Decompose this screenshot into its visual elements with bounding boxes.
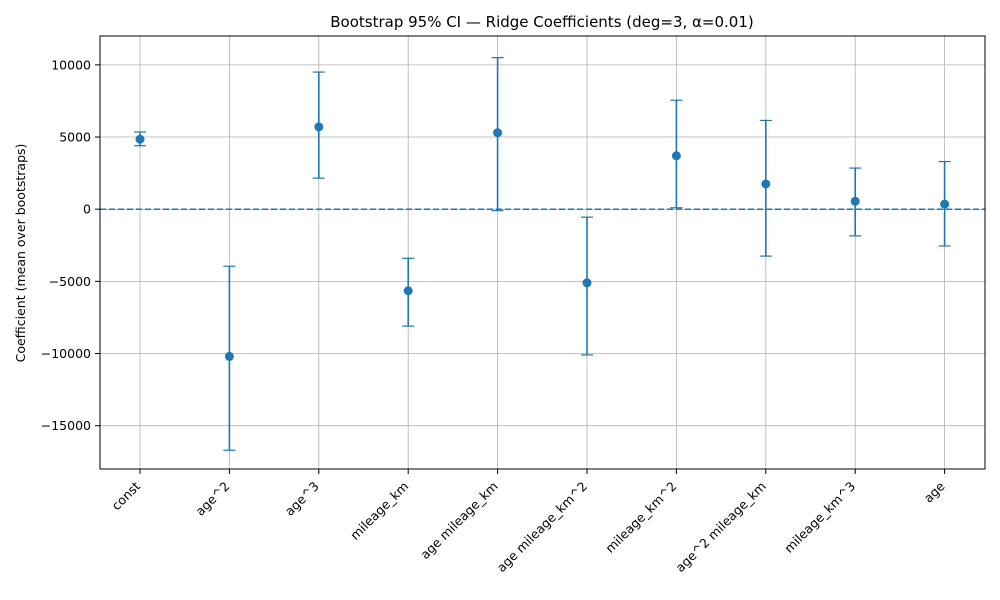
mean-point [850, 196, 860, 206]
plot-frame [99, 35, 986, 470]
x-tick-label: mileage_km [347, 479, 411, 543]
mean-point [493, 128, 503, 138]
y-tick-label: −15000 [41, 418, 91, 433]
x-tick-label: mileage_km^3 [781, 479, 858, 556]
chart-title: Bootstrap 95% CI — Ridge Coefficients (d… [330, 13, 754, 31]
x-tick-label: age mileage_km [417, 479, 500, 562]
x-tick-label: age^2 mileage_km [672, 479, 768, 575]
mean-point [403, 286, 413, 296]
mean-point [582, 278, 592, 288]
mean-point [314, 122, 324, 132]
x-axis: const age^2 age^3 mileage_km age mileage_kma… [109, 469, 948, 575]
mean-point [135, 134, 145, 144]
mean-point [224, 351, 234, 361]
y-tick-label: −5000 [49, 274, 91, 289]
x-tick-label: age^2 [192, 479, 232, 519]
y-tick-label: −10000 [41, 346, 91, 361]
grid-layer [100, 36, 985, 469]
y-tick-label: 10000 [51, 57, 91, 72]
x-tick-label: age mileage_km^2 [494, 479, 590, 575]
y-axis: 10000 5000 0 −5000 −10000 −15000 [41, 57, 100, 433]
data-layer [134, 57, 951, 451]
y-tick-label: 5000 [59, 130, 91, 145]
mean-point [761, 179, 771, 189]
x-tick-label: age [921, 478, 948, 505]
mean-point [940, 199, 950, 209]
y-axis-label: Coefficient (mean over bootstraps) [13, 144, 28, 363]
x-tick-label: age^3 [282, 479, 322, 519]
y-tick-label: 0 [83, 202, 91, 217]
mean-point [671, 151, 681, 161]
x-tick-label: mileage_km^2 [602, 479, 679, 556]
x-tick-label: const [109, 478, 144, 513]
